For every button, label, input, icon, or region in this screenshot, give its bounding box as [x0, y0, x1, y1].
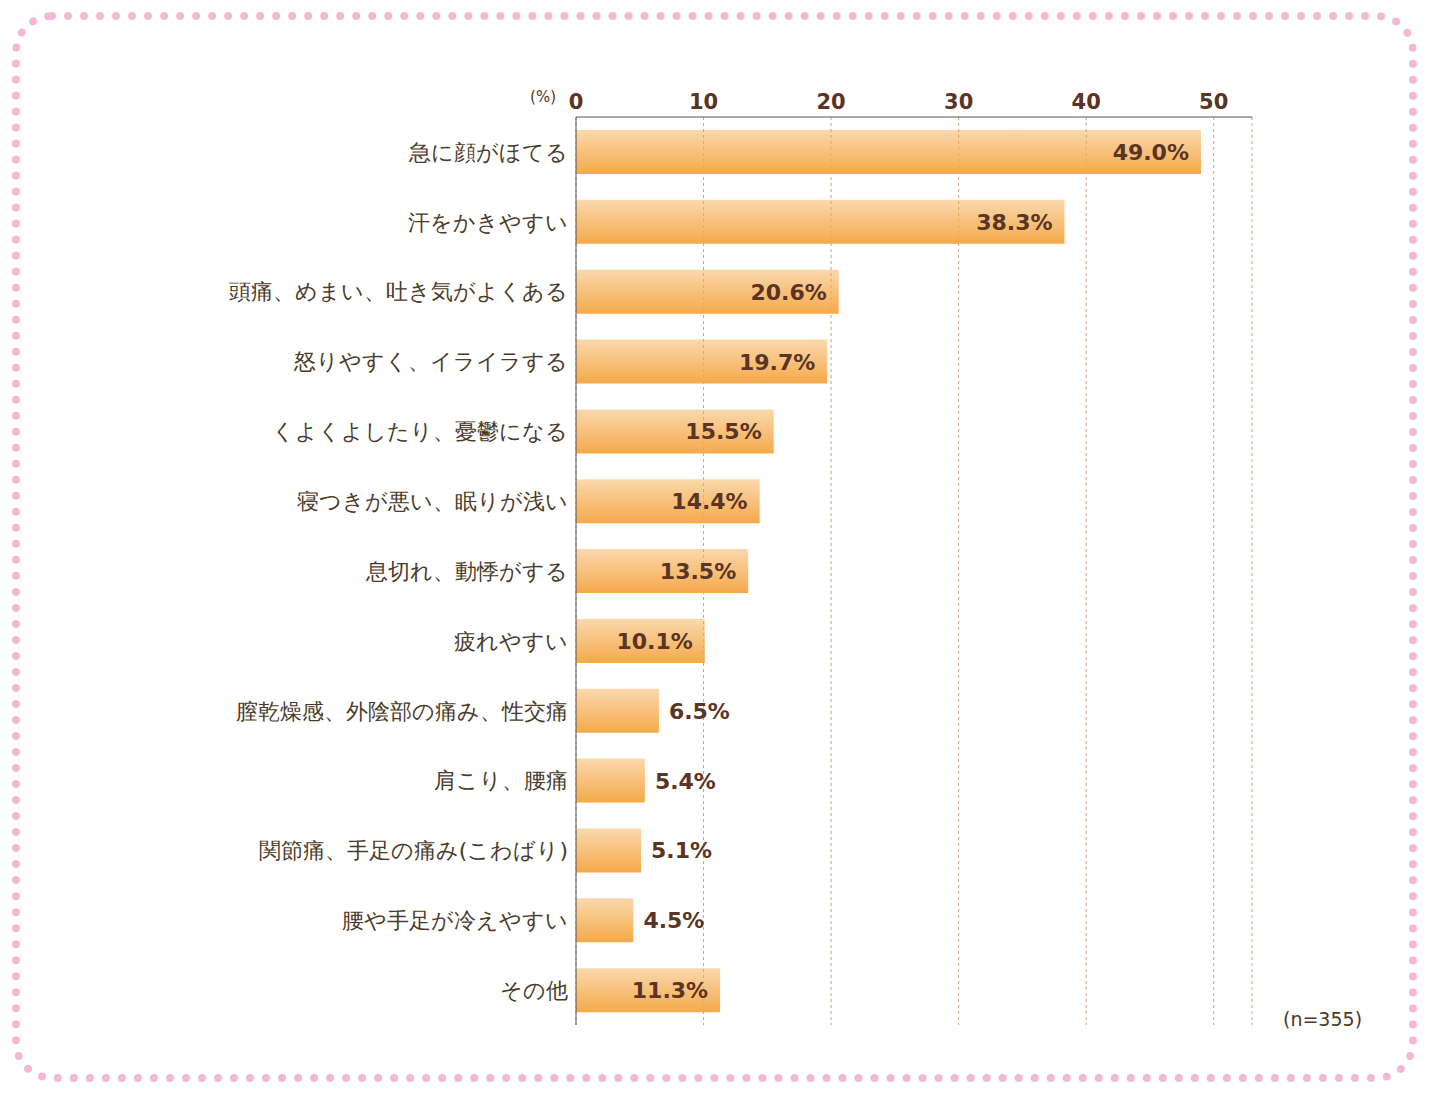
- svg-text:38.3%: 38.3%: [976, 210, 1052, 235]
- svg-text:腰や手足が冷えやすい: 腰や手足が冷えやすい: [342, 908, 568, 933]
- svg-text:15.5%: 15.5%: [685, 419, 761, 444]
- svg-text:5.4%: 5.4%: [655, 769, 716, 794]
- svg-text:寝つきが悪い、眠りが浅い: 寝つきが悪い、眠りが浅い: [297, 489, 568, 514]
- svg-text:20: 20: [816, 90, 845, 114]
- svg-text:20.6%: 20.6%: [750, 280, 826, 305]
- svg-text:急に顔がほてる: 急に顔がほてる: [408, 140, 568, 165]
- svg-text:その他: その他: [500, 978, 568, 1003]
- svg-text:14.4%: 14.4%: [671, 489, 747, 514]
- svg-text:疲れやすい: 疲れやすい: [454, 629, 568, 654]
- svg-text:49.0%: 49.0%: [1113, 140, 1189, 165]
- svg-text:関節痛、手足の痛み(こわばり): 関節痛、手足の痛み(こわばり): [259, 838, 568, 863]
- svg-text:50: 50: [1199, 90, 1228, 114]
- svg-text:膣乾燥感、外陰部の痛み、性交痛: 膣乾燥感、外陰部の痛み、性交痛: [236, 699, 568, 724]
- svg-text:10.1%: 10.1%: [616, 629, 692, 654]
- svg-text:4.5%: 4.5%: [643, 908, 704, 933]
- html-text:(n=355): (n=355): [1283, 1008, 1363, 1030]
- svg-text:汗をかきやすい: 汗をかきやすい: [408, 210, 568, 235]
- svg-text:19.7%: 19.7%: [739, 350, 815, 375]
- svg-text:頭痛、めまい、吐き気がよくある: 頭痛、めまい、吐き気がよくある: [229, 279, 568, 304]
- svg-text:0: 0: [569, 90, 584, 114]
- svg-text:10: 10: [689, 90, 718, 114]
- svg-text:怒りやすく、イライラする: 怒りやすく、イライラする: [293, 349, 568, 374]
- svg-text:5.1%: 5.1%: [651, 838, 712, 863]
- svg-text:肩こり、腰痛: 肩こり、腰痛: [434, 768, 568, 793]
- svg-text:40: 40: [1072, 90, 1101, 114]
- svg-text:30: 30: [944, 90, 973, 114]
- svg-text:息切れ、動悸がする: 息切れ、動悸がする: [365, 559, 568, 584]
- svg-text:くよくよしたり、憂鬱になる: くよくよしたり、憂鬱になる: [272, 419, 568, 444]
- svg-text:6.5%: 6.5%: [669, 699, 730, 724]
- svg-text:11.3%: 11.3%: [632, 978, 708, 1003]
- svg-text:(%): (%): [530, 88, 556, 106]
- svg-text:13.5%: 13.5%: [660, 559, 736, 584]
